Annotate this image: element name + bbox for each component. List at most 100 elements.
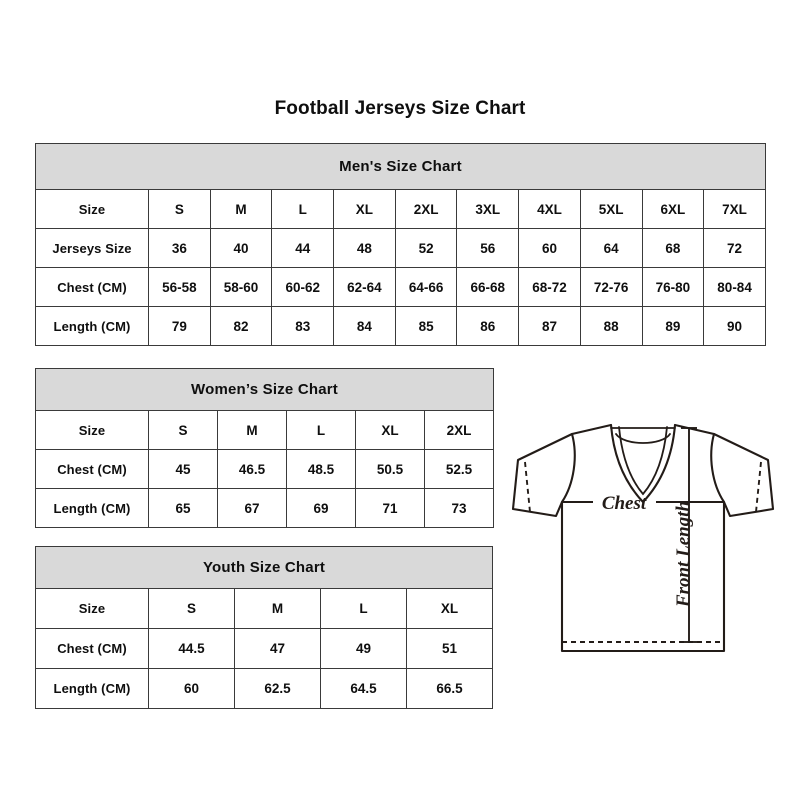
cell-size-7xl: 7XL xyxy=(703,189,766,229)
cell-chest: 44.5 xyxy=(148,628,235,669)
table-row: Youth Size Chart xyxy=(34,546,494,589)
row-label-size: Size xyxy=(35,189,149,229)
cell-chest: 64-66 xyxy=(394,267,458,307)
cell-jerseys-size: 36 xyxy=(148,228,211,268)
table-row: Size S M L XL 2XL 3XL 4XL 5XL 6XL 7XL xyxy=(35,189,766,229)
shirt-measurement-diagram: Chest Front Length xyxy=(500,404,785,689)
cell-length: 66.5 xyxy=(405,668,494,709)
chest-label: Chest xyxy=(602,493,647,514)
cell-chest: 47 xyxy=(234,628,321,669)
table-row: Chest (CM) 56-58 58-60 60-62 62-64 64-66… xyxy=(35,267,766,307)
cell-length: 65 xyxy=(148,488,218,528)
right-sleeve-seam xyxy=(710,432,726,504)
cell-length: 62.5 xyxy=(234,668,321,709)
cell-chest: 68-72 xyxy=(518,267,581,307)
cell-jerseys-size: 48 xyxy=(333,228,396,268)
cell-chest: 50.5 xyxy=(355,449,425,489)
cell-size-4xl: 4XL xyxy=(518,189,581,229)
table-row: Jerseys Size 36 40 44 48 52 56 60 64 68 … xyxy=(35,228,766,268)
cell-size-6xl: 6XL xyxy=(641,189,705,229)
cell-jerseys-size: 68 xyxy=(641,228,705,268)
cell-length: 90 xyxy=(703,306,766,346)
cell-jerseys-size: 64 xyxy=(579,228,643,268)
mens-size-table: Men's Size Chart Size S M L XL 2XL 3XL 4… xyxy=(35,143,766,346)
cell-chest: 45 xyxy=(148,449,218,489)
cell-length: 83 xyxy=(271,306,335,346)
row-label-chest: Chest (CM) xyxy=(35,449,149,489)
cell-chest: 46.5 xyxy=(217,449,287,489)
cell-size-xl: XL xyxy=(405,588,494,629)
row-label-size: Size xyxy=(35,588,149,629)
womens-size-table: Women’s Size Chart Size S M L XL 2XL Che… xyxy=(34,368,495,528)
cell-length: 67 xyxy=(217,488,287,528)
left-cuff-stitch xyxy=(524,461,531,513)
cell-chest: 80-84 xyxy=(703,267,766,307)
right-cuff-stitch xyxy=(755,461,762,513)
row-label-chest: Chest (CM) xyxy=(35,628,149,669)
cell-length: 60 xyxy=(148,668,235,709)
cell-size-l: L xyxy=(286,410,356,450)
cell-size-s: S xyxy=(148,189,211,229)
cell-jerseys-size: 40 xyxy=(209,228,273,268)
cell-length: 87 xyxy=(518,306,581,346)
vneck-outer-collar xyxy=(609,423,677,504)
cell-chest: 49 xyxy=(320,628,407,669)
cell-size-3xl: 3XL xyxy=(456,189,520,229)
cell-length: 79 xyxy=(148,306,211,346)
collar-band-arc xyxy=(615,433,671,444)
cell-size-l: L xyxy=(320,588,407,629)
cell-chest: 51 xyxy=(405,628,494,669)
cell-length: 89 xyxy=(641,306,705,346)
cell-chest: 60-62 xyxy=(271,267,335,307)
table-row: Women’s Size Chart xyxy=(34,368,495,411)
table-row: Size S M L XL xyxy=(35,588,494,629)
left-sleeve-seam xyxy=(560,432,576,504)
cell-length: 69 xyxy=(286,488,356,528)
vneck-inner-collar xyxy=(618,426,668,496)
cell-jerseys-size: 56 xyxy=(456,228,520,268)
youth-size-table: Youth Size Chart Size S M L XL Chest (CM… xyxy=(34,546,494,709)
cell-size-m: M xyxy=(234,588,321,629)
cell-size-2xl: 2XL xyxy=(394,189,458,229)
womens-table-heading: Women’s Size Chart xyxy=(34,368,495,411)
row-label-length: Length (CM) xyxy=(35,668,149,709)
row-label-length: Length (CM) xyxy=(35,488,149,528)
youth-table-heading: Youth Size Chart xyxy=(34,546,494,589)
cell-chest: 62-64 xyxy=(333,267,396,307)
table-row: Chest (CM) 44.5 47 49 51 xyxy=(35,628,494,669)
cell-jerseys-size: 52 xyxy=(394,228,458,268)
cell-jerseys-size: 44 xyxy=(271,228,335,268)
mens-table-heading: Men's Size Chart xyxy=(35,143,766,190)
cell-jerseys-size: 60 xyxy=(518,228,581,268)
cell-length: 71 xyxy=(355,488,425,528)
table-row: Men's Size Chart xyxy=(35,143,766,190)
page-title: Football Jerseys Size Chart xyxy=(274,98,526,119)
cell-size-2xl: 2XL xyxy=(423,410,495,450)
cell-length: 73 xyxy=(423,488,495,528)
cell-size-s: S xyxy=(148,588,235,629)
cell-chest: 66-68 xyxy=(456,267,520,307)
cell-length: 64.5 xyxy=(320,668,407,709)
cell-chest: 58-60 xyxy=(209,267,273,307)
cell-size-m: M xyxy=(217,410,287,450)
shirt-body-outline xyxy=(511,423,775,653)
table-row: Length (CM) 60 62.5 64.5 66.5 xyxy=(35,668,494,709)
row-label-jerseys-size: Jerseys Size xyxy=(35,228,149,268)
cell-chest: 56-58 xyxy=(148,267,211,307)
table-row: Size S M L XL 2XL xyxy=(35,410,495,450)
cell-chest: 72-76 xyxy=(579,267,643,307)
cell-chest: 52.5 xyxy=(423,449,495,489)
row-label-size: Size xyxy=(35,410,149,450)
table-row: Length (CM) 79 82 83 84 85 86 87 88 89 9… xyxy=(35,306,766,346)
cell-chest: 76-80 xyxy=(641,267,705,307)
cell-size-xl: XL xyxy=(333,189,396,229)
cell-length: 82 xyxy=(209,306,273,346)
cell-size-5xl: 5XL xyxy=(579,189,643,229)
cell-size-xl: XL xyxy=(355,410,425,450)
cell-length: 85 xyxy=(394,306,458,346)
table-row: Chest (CM) 45 46.5 48.5 50.5 52.5 xyxy=(35,449,495,489)
cell-size-s: S xyxy=(148,410,218,450)
cell-chest: 48.5 xyxy=(286,449,356,489)
cell-size-m: M xyxy=(209,189,273,229)
cell-length: 86 xyxy=(456,306,520,346)
